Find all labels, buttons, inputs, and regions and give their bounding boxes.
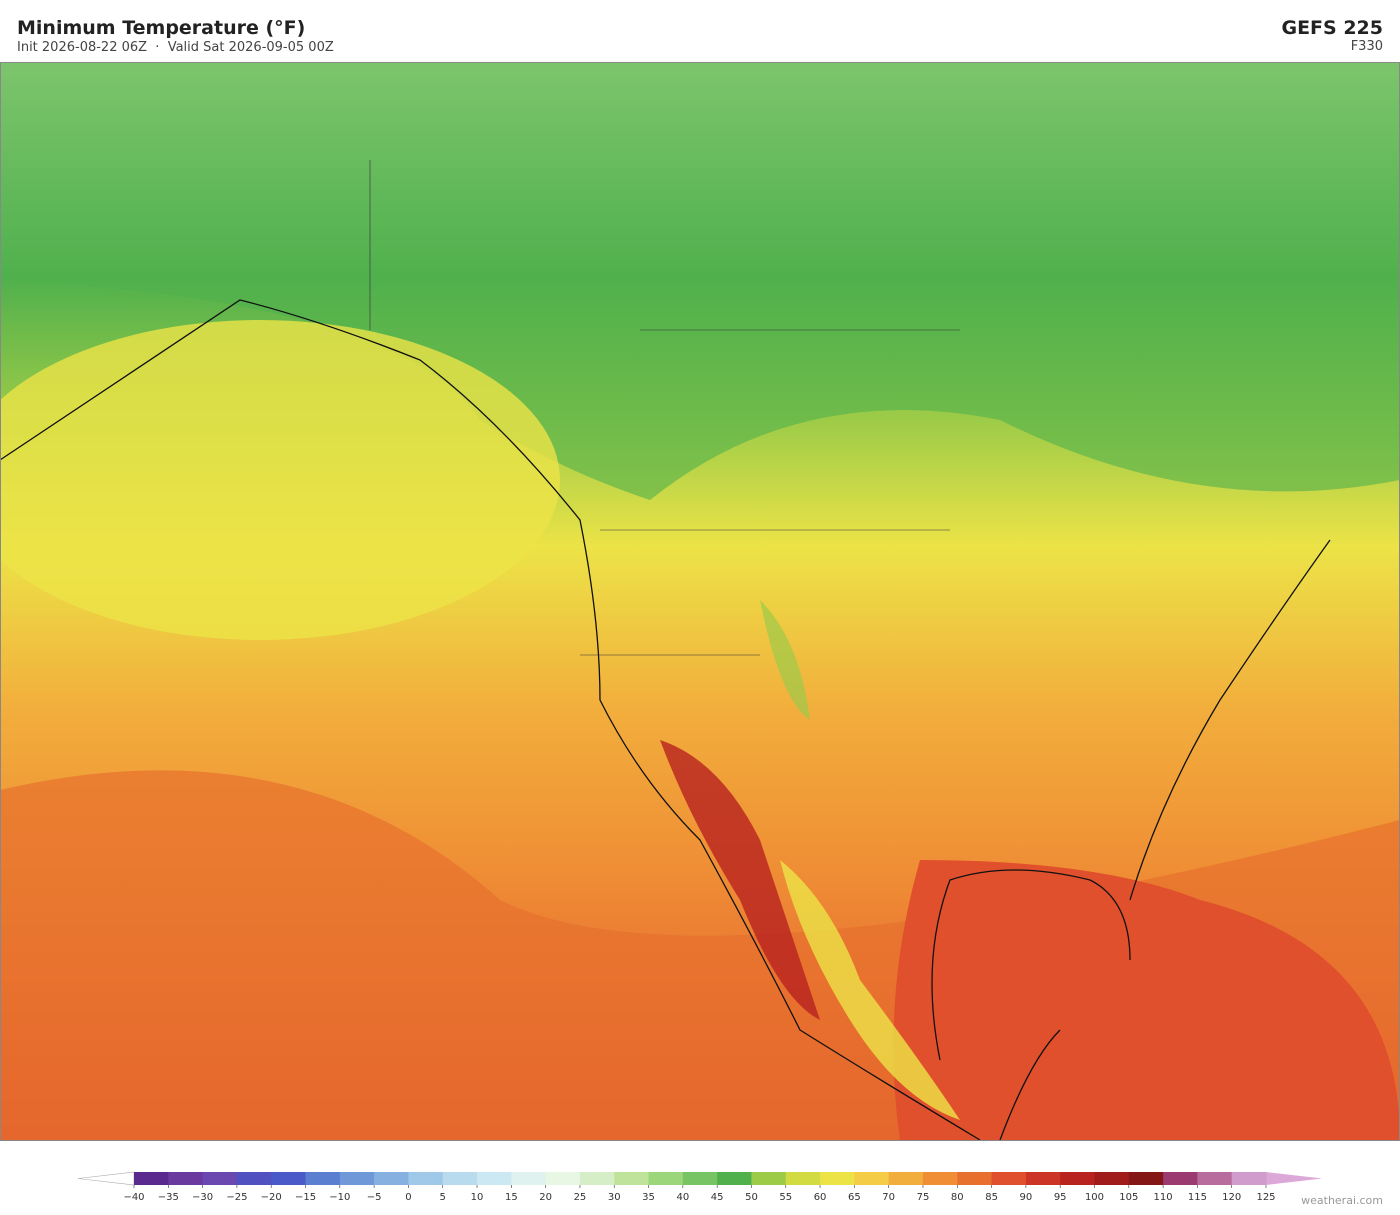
colorbar-tick-label: 30: [608, 1192, 621, 1203]
colorbar-tick-label: 35: [642, 1192, 655, 1203]
colorbar-bin: [1163, 1172, 1198, 1185]
colorbar-tick-label: −25: [226, 1192, 247, 1203]
title: Minimum Temperature (°F): [17, 17, 305, 39]
colorbar-tick-label: 50: [745, 1192, 758, 1203]
subtitle: Init 2026-08-22 06Z · Valid Sat 2026-09-…: [17, 40, 334, 55]
colorbar-bin: [545, 1172, 581, 1185]
colorbar-tick-label: 65: [848, 1192, 861, 1203]
colorbar-bin: [1197, 1172, 1233, 1185]
colorbar-bin: [1231, 1172, 1267, 1185]
colorbar-tick-label: 90: [1020, 1192, 1033, 1203]
colorbar-bin: [579, 1172, 615, 1185]
model-label: GEFS 225: [1281, 17, 1383, 39]
colorbar-tick-label: −40: [123, 1192, 144, 1203]
colorbar-tick-label: 115: [1188, 1192, 1207, 1203]
colorbar-tick-label: −30: [192, 1192, 213, 1203]
colorbar-bin: [854, 1172, 890, 1185]
colorbar-bin: [785, 1172, 821, 1185]
colorbar-bin: [1094, 1172, 1130, 1185]
colorbar-bin: [922, 1172, 958, 1185]
colorbar-bin: [1025, 1172, 1061, 1185]
colorbar-tick-label: 10: [471, 1192, 484, 1203]
colorbar-bin: [271, 1172, 307, 1185]
colorbar-bin: [648, 1172, 684, 1185]
colorbar-tick-label: 0: [405, 1192, 411, 1203]
colorbar-tick-label: 5: [440, 1192, 446, 1203]
colorbar-bin: [1060, 1172, 1095, 1185]
colorbar-tick-label: 100: [1085, 1192, 1104, 1203]
colorbar-bin: [442, 1172, 478, 1185]
colorbar-tick-label: −35: [158, 1192, 179, 1203]
colorbar-tick-label: −20: [261, 1192, 282, 1203]
colorbar-bin: [717, 1172, 752, 1185]
colorbar-tick-label: 75: [917, 1192, 930, 1203]
colorbar-tick-label: −10: [329, 1192, 350, 1203]
colorbar-bin: [614, 1172, 650, 1185]
colorbar-bin: [820, 1172, 855, 1185]
colorbar-tick-label: 15: [505, 1192, 518, 1203]
colorbar-tick-label: 85: [985, 1192, 998, 1203]
colorbar-bin: [682, 1172, 718, 1185]
temperature-field: [0, 62, 1400, 1141]
colorbar-bin: [168, 1172, 204, 1185]
colorbar: −40 −35 −30 −25 −20 −15 −10 −5 0 5 10 15 20 25 30 35 40 4…: [77, 1171, 1322, 1203]
credit: weatherai.com: [1301, 1194, 1383, 1207]
colorbar-bin: [134, 1172, 169, 1185]
colorbar-tick-label: 55: [779, 1192, 792, 1203]
colorbar-bin: [1128, 1172, 1164, 1185]
colorbar-tick-label: 80: [951, 1192, 964, 1203]
colorbar-bin: [511, 1172, 547, 1185]
colorbar-tick-label: 45: [711, 1192, 724, 1203]
colorbar-tick-label: 120: [1222, 1192, 1241, 1203]
colorbar-bin: [751, 1172, 787, 1185]
colorbar-tick-label: 40: [676, 1192, 689, 1203]
colorbar-tick-label: 125: [1256, 1192, 1275, 1203]
colorbar-tick-label: 70: [882, 1192, 895, 1203]
colorbar-over: [1266, 1172, 1322, 1185]
colorbar-tick-label: −15: [295, 1192, 316, 1203]
colorbar-tick-label: 110: [1154, 1192, 1173, 1203]
colorbar-bin: [339, 1172, 375, 1185]
colorbar-bin: [305, 1172, 341, 1185]
colorbar-tick-label: 20: [539, 1192, 552, 1203]
colorbar-bin: [991, 1172, 1027, 1185]
colorbar-bin: [957, 1172, 993, 1185]
colorbar-under: [77, 1171, 135, 1186]
colorbar-bin: [374, 1172, 409, 1185]
colorbar-tick-label: 25: [574, 1192, 587, 1203]
colorbar-tick-label: 60: [814, 1192, 827, 1203]
colorbar-bin: [236, 1172, 272, 1185]
colorbar-bin: [202, 1172, 238, 1185]
colorbar-tick-label: 105: [1119, 1192, 1138, 1203]
colorbar-tick-label: −5: [367, 1192, 382, 1203]
colorbar-tick-label: 95: [1054, 1192, 1067, 1203]
forecast-hour: F330: [1351, 39, 1383, 54]
colorbar-bin: [477, 1172, 512, 1185]
colorbar-bin: [408, 1172, 444, 1185]
colorbar-bin: [888, 1172, 924, 1185]
